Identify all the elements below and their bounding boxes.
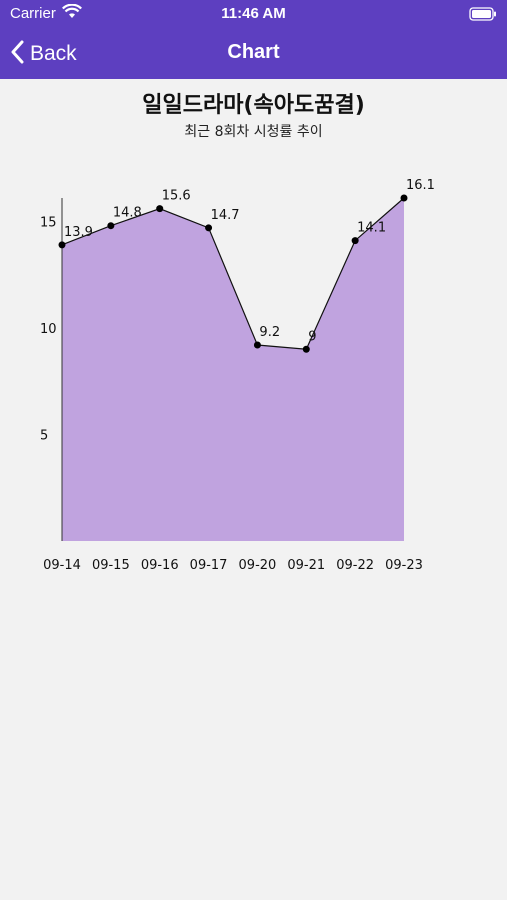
data-point [302, 345, 310, 353]
data-point [253, 341, 261, 349]
data-label: 14.1 [357, 221, 386, 236]
x-tick-label: 09-14 [43, 558, 81, 573]
nav-title: Chart [227, 41, 280, 63]
back-button[interactable]: Back [10, 38, 77, 70]
data-point [351, 237, 359, 245]
y-tick-label: 5 [40, 428, 48, 443]
data-label: 16.1 [406, 178, 435, 193]
x-tick-label: 09-22 [336, 558, 374, 573]
carrier-label: Carrier [10, 5, 56, 22]
clock-label: 11:46 AM [221, 5, 286, 22]
data-point [107, 222, 115, 230]
y-tick-label: 10 [40, 322, 57, 337]
x-tick-label: 09-17 [190, 558, 228, 573]
x-tick-label: 09-23 [385, 558, 423, 573]
data-point [58, 241, 66, 249]
data-label: 14.7 [211, 208, 240, 223]
chart-title: 일일드라마(속아도꿈결) [142, 93, 365, 118]
x-tick-label: 09-16 [141, 558, 179, 573]
series-line [61, 197, 405, 350]
navigation-bar: Back Chart [0, 28, 507, 79]
area-fill [62, 198, 404, 541]
x-tick-label: 09-21 [287, 558, 325, 573]
status-bar: Carrier 11:46 AM [0, 0, 507, 28]
x-tick-label: 09-20 [239, 558, 277, 573]
back-label: Back [30, 42, 77, 65]
data-label: 9 [308, 329, 316, 344]
wifi-icon [62, 3, 82, 24]
data-point [400, 194, 408, 202]
data-label: 13.9 [64, 225, 93, 240]
area-chart: 13.9 14.8 15.6 14.7 9.2 9 14.1 16.1 5 10 15 09-14 09… [40, 178, 435, 573]
chart-container: 일일드라마(속아도꿈결) 최근 8회차 시청률 추이 13.9 14.8 15.6 1… [0, 79, 507, 900]
x-tick-label: 09-15 [92, 558, 130, 573]
chart-subtitle: 최근 8회차 시청률 추이 [184, 124, 323, 140]
data-label: 9.2 [259, 325, 280, 340]
battery-icon [469, 7, 497, 25]
data-point [205, 224, 213, 232]
data-label: 15.6 [162, 189, 191, 204]
data-label: 14.8 [113, 206, 142, 221]
data-point [156, 205, 164, 213]
y-tick-label: 15 [40, 215, 57, 230]
chevron-left-icon [10, 40, 24, 68]
